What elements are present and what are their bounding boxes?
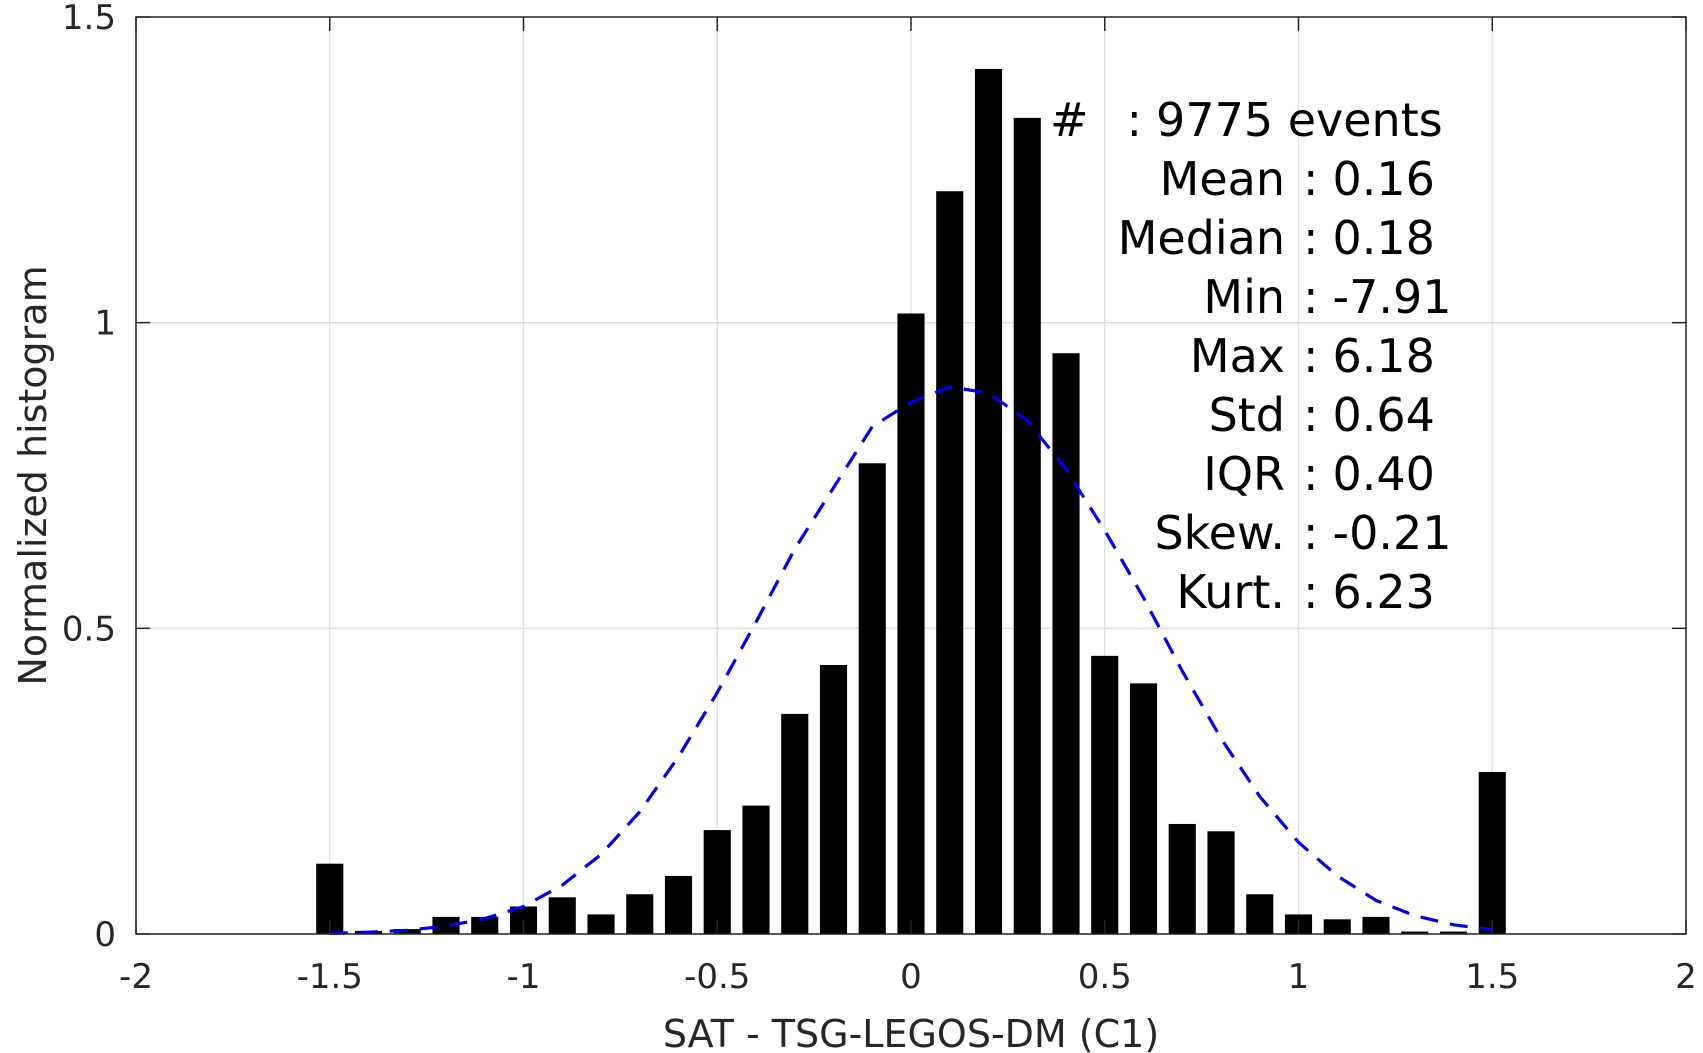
x-tick-label: 1 (1288, 957, 1310, 997)
x-tick-label: 1.5 (1465, 957, 1519, 997)
histogram-bar (1052, 353, 1080, 934)
histogram-bars (316, 68, 1506, 935)
stat-number: 0.18 (1333, 211, 1435, 265)
stat-separator: : (1303, 270, 1319, 324)
x-tick-label: -1 (507, 957, 541, 997)
histogram-bar (1207, 831, 1235, 934)
axis-ticks (135, 16, 1687, 935)
stat-separator: : (1303, 447, 1319, 501)
stat-label: # (1050, 93, 1089, 147)
stat-value: :6.18 (1303, 329, 1435, 383)
stat-value: : -0.21 (1303, 506, 1452, 560)
stat-separator: : (1303, 152, 1319, 206)
histogram-bar (587, 914, 615, 934)
histogram-bar (819, 665, 848, 934)
histogram-bar (626, 894, 654, 934)
x-tick-label: -2 (119, 957, 153, 997)
y-tick-label: 0.5 (62, 609, 116, 649)
stat-separator: : (1303, 506, 1319, 560)
histogram-bar (1129, 683, 1158, 934)
histogram-bar (548, 897, 576, 934)
stat-separator: : (1303, 565, 1319, 619)
stat-separator: : (1127, 93, 1143, 147)
stat-line-events: #:9775 events (1050, 93, 1443, 147)
histogram-bar (858, 463, 886, 934)
histogram-bar (1439, 931, 1468, 934)
histogram-bar (1401, 931, 1429, 934)
histogram-bar (1091, 655, 1119, 934)
stat-label: Std (1209, 388, 1285, 442)
x-tick-label: 0.5 (1078, 957, 1132, 997)
stat-number: -7.91 (1333, 270, 1452, 324)
y-tick-labels: 0 0.5 1 1.5 (62, 0, 116, 955)
histogram-bar (471, 916, 499, 934)
y-tick-label: 1 (94, 304, 116, 344)
stat-number: 0.64 (1333, 388, 1435, 442)
stat-number: 6.18 (1333, 329, 1435, 383)
x-tick-label: -0.5 (684, 957, 750, 997)
stat-number: 6.23 (1333, 565, 1435, 619)
stat-value: :0.18 (1303, 211, 1435, 265)
histogram-bar (432, 916, 460, 934)
stat-value: :0.64 (1303, 388, 1435, 442)
histogram-bar (1246, 894, 1274, 934)
x-tick-label: -1.5 (297, 957, 363, 997)
histogram-bar (742, 805, 770, 934)
y-tick-label: 0 (94, 915, 116, 955)
stat-separator: : (1303, 329, 1319, 383)
stat-value: :0.40 (1303, 447, 1435, 501)
y-tick-label: 1.5 (62, 0, 116, 38)
y-axis-label: Normalized histogram (11, 265, 55, 685)
stat-value: :0.16 (1303, 152, 1435, 206)
histogram-bar (974, 68, 1003, 935)
histogram-bar (703, 830, 731, 934)
stat-number: 0.40 (1333, 447, 1435, 501)
stat-label: Max (1190, 329, 1285, 383)
histogram-bar (1168, 823, 1196, 934)
histogram-bar (1323, 919, 1351, 934)
stat-label: Kurt. (1176, 565, 1285, 619)
stat-value: :6.23 (1303, 565, 1435, 619)
stat-value: 9775 events (1156, 93, 1443, 147)
histogram-bar (1478, 771, 1506, 934)
stat-label: IQR (1203, 447, 1285, 501)
stat-separator: : (1303, 211, 1319, 265)
histogram-bar (1013, 117, 1041, 935)
histogram-bar (1362, 916, 1390, 934)
stat-separator: : (1303, 388, 1319, 442)
fit-curve (329, 385, 1493, 935)
x-tick-labels: -2 -1.5 -1 -0.5 0 0.5 1 1.5 2 (119, 957, 1697, 997)
x-tick-label: 2 (1675, 957, 1697, 997)
stat-label: Skew. (1154, 506, 1285, 560)
stat-label: Mean (1160, 152, 1285, 206)
stat-label: Min (1203, 270, 1285, 324)
histogram-bar (664, 875, 693, 934)
x-axis-label: SAT - TSG-LEGOS-DM (C1) (663, 1012, 1159, 1053)
x-tick-label: 0 (900, 957, 922, 997)
stat-label: Median (1118, 211, 1285, 265)
histogram-bar (897, 313, 925, 934)
stat-number: 0.16 (1333, 152, 1435, 206)
stat-value: : -7.91 (1303, 270, 1452, 324)
histogram-bar (936, 191, 964, 935)
stat-number: -0.21 (1333, 506, 1452, 560)
histogram-bar (781, 713, 809, 934)
